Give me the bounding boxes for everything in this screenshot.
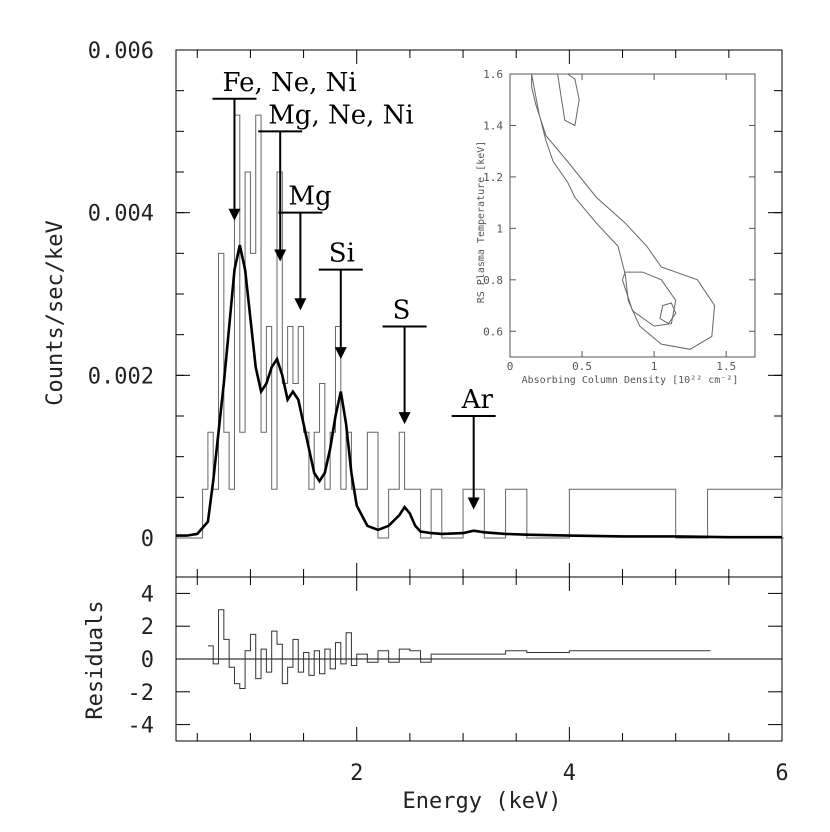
x-tick-label: 2 bbox=[350, 761, 363, 786]
inset-contour bbox=[621, 271, 677, 327]
inset-x-tick-label: 1.5 bbox=[716, 360, 736, 373]
residual-axis-label: Residuals bbox=[83, 600, 108, 719]
res-y-tick-label: -4 bbox=[128, 714, 155, 739]
inset-y-tick-label: 1.4 bbox=[483, 119, 503, 132]
inset-contour bbox=[659, 302, 677, 325]
residual-data bbox=[207, 609, 711, 690]
res-y-tick-label: 4 bbox=[141, 582, 154, 607]
res-y-tick-label: -2 bbox=[128, 681, 155, 706]
annotation-arrowhead bbox=[294, 298, 307, 311]
annotation-label: Fe, Ne, Ni bbox=[222, 68, 356, 98]
x-tick-label: 6 bbox=[775, 761, 788, 786]
inset-contour bbox=[531, 73, 716, 350]
residual-histogram bbox=[207, 609, 711, 690]
annotation-label: Mg bbox=[288, 182, 331, 212]
inset-x-tick-label: 0.5 bbox=[572, 360, 592, 373]
inset-contours bbox=[531, 73, 716, 350]
inset-y-tick-label: 1 bbox=[496, 222, 503, 235]
annotation-arrowhead bbox=[274, 249, 287, 262]
annotation-arrowhead bbox=[334, 347, 347, 360]
annotation-arrowhead bbox=[228, 208, 241, 221]
inset-y-tick-label: 0.8 bbox=[483, 274, 503, 287]
inset-frame bbox=[509, 73, 756, 358]
annotation-label: Mg, Ne, Ni bbox=[268, 100, 414, 130]
annotation-arrowhead bbox=[467, 497, 480, 510]
inset-y-axis-label: RS Plasma Temperature [keV] bbox=[476, 141, 487, 304]
residual-ticks: -4 -2 0 2 4 bbox=[128, 582, 782, 739]
annotation-label: Si bbox=[329, 239, 355, 269]
inset-x-tick-label: 0 bbox=[507, 360, 514, 373]
main-data bbox=[176, 114, 784, 539]
inset-x-tick-label: 1 bbox=[651, 360, 658, 373]
x-tick-label: 4 bbox=[563, 761, 576, 786]
inset-y-tick-label: 1.6 bbox=[483, 68, 503, 81]
annotation-arrowhead bbox=[398, 412, 411, 425]
inset-x-axis-label: Absorbing Column Density [10²² cm⁻²] bbox=[522, 375, 739, 386]
inset-y-tick-label: 0.6 bbox=[483, 325, 503, 338]
annotation-label: Ar bbox=[461, 385, 494, 415]
x-axis-label: Energy (keV) bbox=[403, 789, 562, 814]
inset-y-tick-label: 1.2 bbox=[483, 171, 503, 184]
inset-contour bbox=[557, 73, 580, 127]
y-tick-label: 0.006 bbox=[88, 39, 154, 64]
y-tick-label: 0.002 bbox=[88, 364, 154, 389]
y-tick-label: 0 bbox=[141, 527, 154, 552]
res-y-tick-label: 0 bbox=[141, 648, 154, 673]
main-model bbox=[176, 244, 782, 539]
inset-ticks: 0.6 0.8 1 1.2 1.4 1.6 0 0.5 1 1.5 bbox=[483, 68, 755, 373]
model-curve bbox=[176, 244, 782, 539]
y-axis-label: Counts/sec/keV bbox=[43, 220, 68, 405]
data-histogram bbox=[176, 114, 784, 539]
res-y-tick-label: 2 bbox=[141, 615, 154, 640]
annotation-label: S bbox=[393, 296, 411, 326]
y-tick-label: 0.004 bbox=[88, 202, 154, 227]
